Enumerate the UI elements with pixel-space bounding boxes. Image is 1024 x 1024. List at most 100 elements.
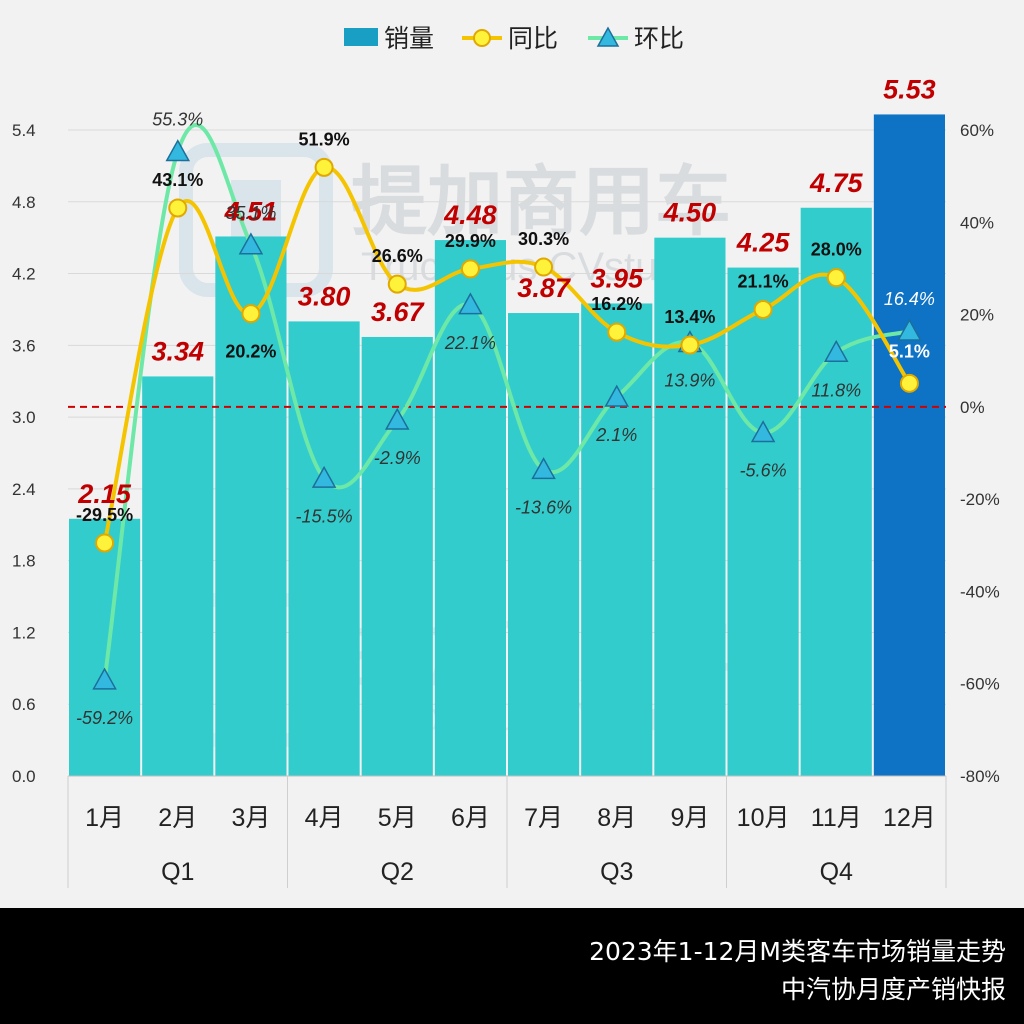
yoy-value-label: 16.2% xyxy=(591,294,642,314)
x-tick-label: 10月 xyxy=(737,804,790,832)
bar-value-label: 4.51 xyxy=(224,196,278,226)
data-labels: 2.15 3.34 4.51 3.80 3.67 4.48 3.87 3.95 4.50 4.25… xyxy=(76,74,936,728)
y-left-tick-label: 4.8 xyxy=(12,193,36,212)
y-right-tick-label: 40% xyxy=(960,213,994,232)
bar-value-label: 4.48 xyxy=(443,200,497,230)
x-tick-label: 6月 xyxy=(451,804,490,832)
yoy-marker-10 xyxy=(753,299,773,319)
mom-marker-12 xyxy=(897,318,922,341)
y-left-tick-label: 3.0 xyxy=(12,408,36,427)
mom-value-label: 22.1% xyxy=(444,333,496,353)
x-tick-label: 2月 xyxy=(158,804,197,832)
mom-marker-5 xyxy=(384,407,410,430)
bar-value-label: 2.15 xyxy=(77,479,132,509)
yoy-value-label: -29.5% xyxy=(76,505,133,525)
chart-title: 2023年1-12月M类客车市场销量走势 xyxy=(589,937,1006,966)
x-tick-label: 1月 xyxy=(85,804,124,832)
mom-marker-3 xyxy=(238,232,264,255)
bar-value-label: 4.75 xyxy=(809,168,864,198)
mom-value-label: 35.1% xyxy=(225,203,276,223)
bar-value-label: 3.87 xyxy=(517,273,572,303)
yoy-value-label: 51.9% xyxy=(299,129,350,149)
y-left-tick-label: 5.4 xyxy=(12,121,36,140)
y-right-tick-label: -20% xyxy=(960,490,1000,509)
bar-value-label: 4.25 xyxy=(736,228,791,258)
yoy-marker-12 xyxy=(899,373,919,393)
mom-marker-7 xyxy=(531,457,556,480)
mom-marker-8 xyxy=(604,384,630,407)
bar-2 xyxy=(142,376,214,776)
yoy-marker-8 xyxy=(607,322,627,342)
legend-label-sales: 销量 xyxy=(384,25,434,53)
mom-value-label: -59.2% xyxy=(76,708,133,728)
legend-label-mom: 环比 xyxy=(634,25,684,53)
yoy-marker-2 xyxy=(168,198,188,218)
mom-marker-6 xyxy=(458,292,483,315)
bar-11 xyxy=(800,207,872,776)
quarter-label: Q4 xyxy=(820,858,853,886)
yoy-value-label: 5.1% xyxy=(889,341,930,361)
rate-lines xyxy=(92,122,922,690)
bar-12 xyxy=(873,114,945,777)
yoy-marker-4 xyxy=(314,157,334,177)
mom-marker-11 xyxy=(823,339,849,362)
bar-value-label: 4.50 xyxy=(663,198,717,228)
bar-value-label: 5.53 xyxy=(883,74,936,104)
footer-bar: 2023年1-12月M类客车市场销量走势 中汽协月度产销快报 xyxy=(0,908,1024,1024)
yoy-value-label: 29.9% xyxy=(445,231,496,251)
y-left-tick-label: 4.2 xyxy=(12,265,36,284)
mom-value-label: 13.9% xyxy=(664,371,715,391)
bar-4 xyxy=(288,321,360,776)
x-tick-label: 5月 xyxy=(378,804,417,832)
bar-1 xyxy=(69,518,141,776)
yoy-value-label: 13.4% xyxy=(664,307,715,327)
mom-value-label: -15.5% xyxy=(296,506,353,526)
bar-9 xyxy=(654,237,726,776)
yoy-value-label: 26.6% xyxy=(372,246,423,266)
bar-6 xyxy=(434,240,506,776)
data-source: 中汽协月度产销快报 xyxy=(780,975,1006,1004)
yoy-value-label: 43.1% xyxy=(152,170,203,190)
yoy-value-label: 21.1% xyxy=(738,271,789,291)
mom-marker-2 xyxy=(165,139,191,162)
sales-trend-chart: 提加商用车TruckPlus CVstudio提加商用车TruckPlus CV… xyxy=(12,25,1000,888)
x-tick-label: 7月 xyxy=(524,804,563,832)
yoy-marker-1 xyxy=(95,533,115,553)
bar-8 xyxy=(581,303,653,776)
x-tick-label: 8月 xyxy=(597,804,636,832)
mom-value-label: 55.3% xyxy=(152,110,203,130)
y-right-tick-label: -60% xyxy=(960,675,1000,694)
bar-value-label: 3.80 xyxy=(298,281,351,311)
mom-marker-4 xyxy=(311,465,337,488)
y-right-tick-label: -80% xyxy=(960,767,1000,786)
x-tick-label: 9月 xyxy=(670,804,709,832)
y-left-tick-label: 0.0 xyxy=(12,767,36,786)
x-tick-label: 11月 xyxy=(811,804,862,832)
bar-5 xyxy=(361,336,433,776)
bar-value-label: 3.95 xyxy=(590,263,644,293)
mom-value-label: -5.6% xyxy=(740,461,787,481)
legend-marker-mom xyxy=(596,26,620,47)
quarter-label: Q2 xyxy=(381,858,414,886)
x-tick-label: 4月 xyxy=(305,804,344,832)
yoy-marker-7 xyxy=(534,257,554,277)
yoy-marker-6 xyxy=(460,259,480,279)
yoy-value-label: 30.3% xyxy=(518,229,569,249)
y-right-tick-label: 60% xyxy=(960,121,994,140)
bar-7 xyxy=(508,313,580,776)
mom-value-label: -2.9% xyxy=(374,448,421,468)
y-left-tick-label: 1.8 xyxy=(12,552,36,571)
y-right-tick-label: 20% xyxy=(960,306,994,325)
y-left-tick-label: 0.6 xyxy=(12,695,36,714)
mom-value-label: 16.4% xyxy=(884,289,935,309)
y-left-tick-label: 1.2 xyxy=(12,623,36,642)
y-right-tick-label: 0% xyxy=(960,398,985,417)
yoy-marker-3 xyxy=(241,304,261,324)
bar-10 xyxy=(727,267,799,776)
y-left-tick-label: 3.6 xyxy=(12,336,36,355)
watermark-brand: 提加商用车 xyxy=(351,160,731,245)
legend-swatch-sales xyxy=(344,28,378,46)
mom-marker-1 xyxy=(92,667,117,690)
axes: 0.0 0.6 1.2 1.8 2.4 3.0 3.6 4.2 4.8 5.4 -80% -60% -4… xyxy=(12,121,1000,888)
mom-value-label: -13.6% xyxy=(515,498,572,518)
